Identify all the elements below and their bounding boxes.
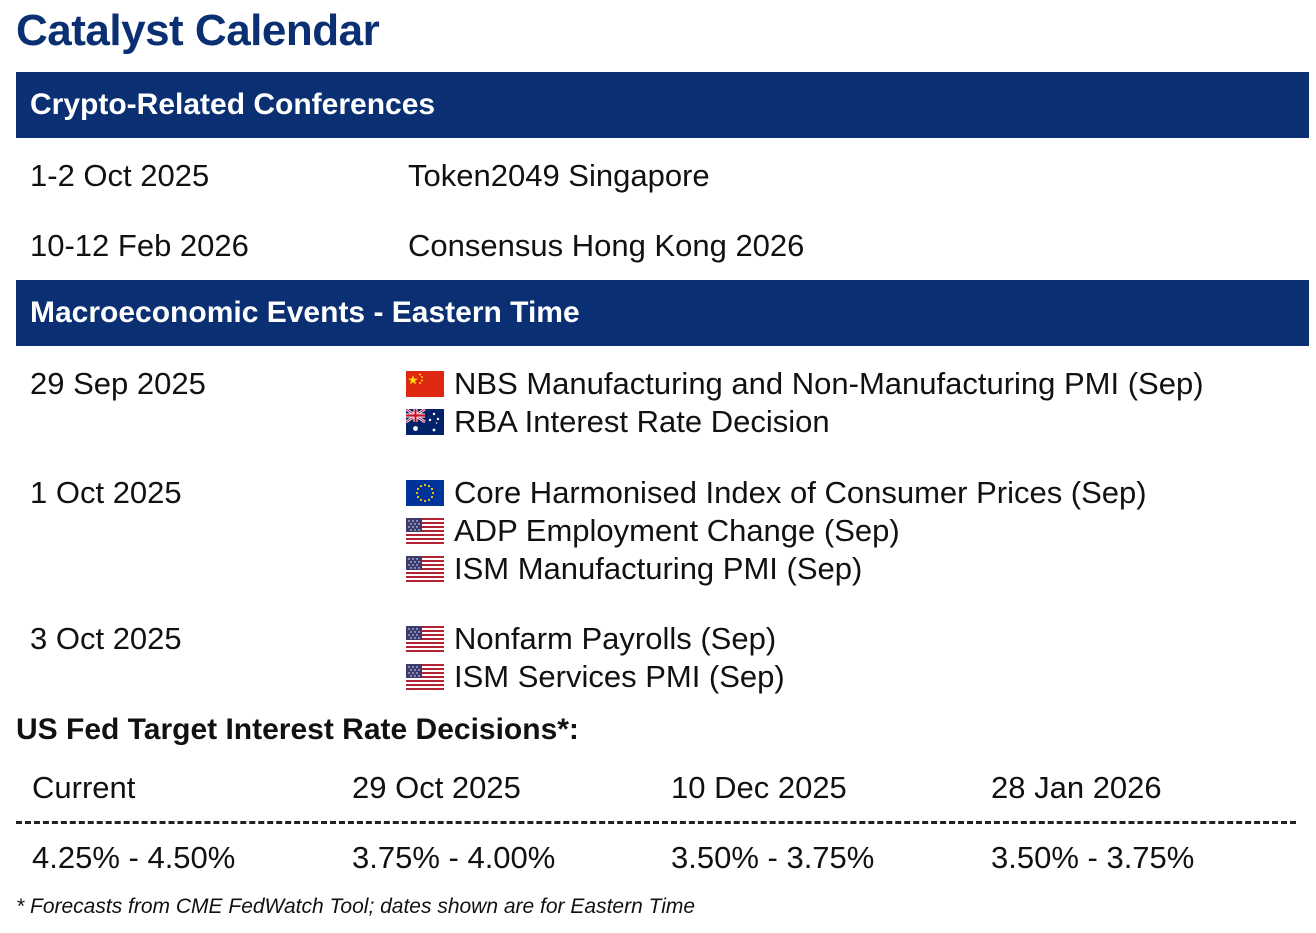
macro-event-label: ISM Services PMI (Sep): [454, 659, 785, 694]
fed-rates-heading: US Fed Target Interest Rate Decisions*:: [16, 713, 579, 746]
macro-section-header: Macroeconomic Events - Eastern Time: [16, 280, 1309, 346]
macro-date: 1 Oct 2025: [30, 475, 182, 510]
china-flag-icon: [406, 371, 444, 397]
conference-date: 1-2 Oct 2025: [30, 158, 210, 193]
macro-event-label: RBA Interest Rate Decision: [454, 404, 830, 439]
macro-event-list: Core Harmonised Index of Consumer Prices…: [406, 474, 1147, 588]
macro-date: 29 Sep 2025: [30, 366, 206, 401]
macro-event-item: ISM Services PMI (Sep): [406, 658, 785, 696]
macro-event-list: NBS Manufacturing and Non-Manufacturing …: [406, 365, 1204, 441]
macro-event-item: Nonfarm Payrolls (Sep): [406, 620, 785, 658]
macro-date: 3 Oct 2025: [30, 621, 182, 656]
fed-rate-value: 3.75% - 4.00%: [352, 840, 556, 875]
conference-event: Token2049 Singapore: [408, 158, 710, 193]
fed-column-header: Current: [32, 770, 136, 805]
conference-date: 10-12 Feb 2026: [30, 228, 249, 263]
australia-flag-icon: [406, 409, 444, 435]
fed-rate-value: 4.25% - 4.50%: [32, 840, 236, 875]
macro-event-item: Core Harmonised Index of Consumer Prices…: [406, 474, 1147, 512]
conference-event: Consensus Hong Kong 2026: [408, 228, 805, 263]
us-flag-icon: [406, 556, 444, 582]
fed-column-header: 10 Dec 2025: [671, 770, 847, 805]
conferences-section-header: Crypto-Related Conferences: [16, 72, 1309, 138]
macro-event-list: Nonfarm Payrolls (Sep) ISM Services PMI …: [406, 620, 785, 696]
macro-event-item: ISM Manufacturing PMI (Sep): [406, 550, 1147, 588]
macro-event-item: RBA Interest Rate Decision: [406, 403, 1204, 441]
eu-flag-icon: [406, 480, 444, 506]
fed-column-header: 28 Jan 2026: [991, 770, 1162, 805]
macro-event-item: ADP Employment Change (Sep): [406, 512, 1147, 550]
us-flag-icon: [406, 518, 444, 544]
footnote: * Forecasts from CME FedWatch Tool; date…: [16, 895, 696, 918]
macro-event-label: ISM Manufacturing PMI (Sep): [454, 551, 863, 586]
macro-event-label: Nonfarm Payrolls (Sep): [454, 621, 777, 656]
macro-event-label: Core Harmonised Index of Consumer Prices…: [454, 475, 1147, 510]
macro-event-label: NBS Manufacturing and Non-Manufacturing …: [454, 366, 1204, 401]
fed-rate-value: 3.50% - 3.75%: [671, 840, 875, 875]
fed-rate-value: 3.50% - 3.75%: [991, 840, 1195, 875]
macro-event-item: NBS Manufacturing and Non-Manufacturing …: [406, 365, 1204, 403]
macro-event-label: ADP Employment Change (Sep): [454, 513, 900, 548]
fed-column-header: 29 Oct 2025: [352, 770, 521, 805]
fed-table-divider: [16, 821, 1296, 824]
us-flag-icon: [406, 626, 444, 652]
page-title: Catalyst Calendar: [16, 6, 380, 55]
us-flag-icon: [406, 664, 444, 690]
